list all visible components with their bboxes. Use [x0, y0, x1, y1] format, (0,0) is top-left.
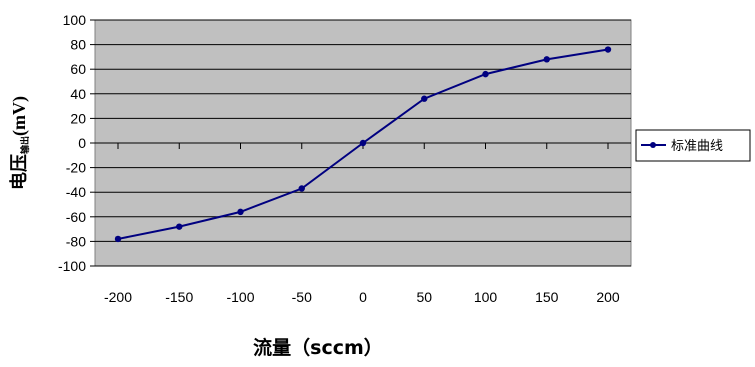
- x-tick-label: 150: [535, 289, 559, 305]
- legend-marker: [650, 142, 656, 148]
- series-points: [114, 46, 612, 243]
- data-point: [237, 208, 244, 216]
- x-tick-label: -100: [226, 289, 254, 305]
- x-tick-marks: [117, 143, 609, 149]
- y-tick-label: 80: [70, 37, 86, 53]
- y-tick-label: -60: [66, 209, 86, 225]
- y-tick-label: -40: [66, 184, 86, 200]
- y-tick-label: -80: [66, 233, 86, 249]
- x-tick-label: -50: [292, 289, 312, 305]
- y-tick-label: 40: [70, 86, 86, 102]
- y-axis-title-subscript: 输出: [19, 136, 31, 154]
- gridlines: [90, 19, 631, 267]
- legend-label: 标准曲线: [671, 139, 723, 154]
- data-point: [421, 95, 428, 102]
- y-tick-label: 0: [78, 135, 86, 151]
- y-tick-label: 100: [63, 12, 87, 28]
- x-axis-title: 流量（sccm）: [253, 336, 383, 359]
- data-point: [114, 235, 122, 243]
- x-tick-label: 200: [596, 289, 620, 305]
- data-point: [482, 70, 489, 78]
- x-tick-label: -150: [165, 289, 193, 305]
- x-tick-label: -200: [104, 289, 132, 305]
- y-tick-label: 20: [70, 110, 86, 126]
- y-tick-label: 60: [70, 61, 86, 77]
- data-point: [543, 56, 550, 63]
- y-axis-title-unit: (mV): [9, 96, 30, 136]
- y-axis-title-main: 电压: [8, 154, 30, 190]
- x-tick-labels: -200 -150 -100 -50 0 50 100 150 200: [104, 289, 620, 305]
- data-point: [359, 139, 367, 147]
- data-point: [298, 185, 305, 192]
- y-tick-labels: 100 80 60 40 20 0 -20 -40 -60 -80 -100: [58, 12, 86, 274]
- y-tick-label: -20: [66, 160, 86, 176]
- legend: 标准曲线: [635, 129, 751, 162]
- data-point: [604, 46, 612, 53]
- y-axis-title: 电压输出(mV): [8, 96, 31, 190]
- x-tick-label: 0: [359, 289, 367, 305]
- x-tick-label: 100: [474, 289, 498, 305]
- data-point: [176, 223, 183, 230]
- x-tick-label: 50: [416, 289, 432, 305]
- y-tick-label: -100: [58, 258, 86, 274]
